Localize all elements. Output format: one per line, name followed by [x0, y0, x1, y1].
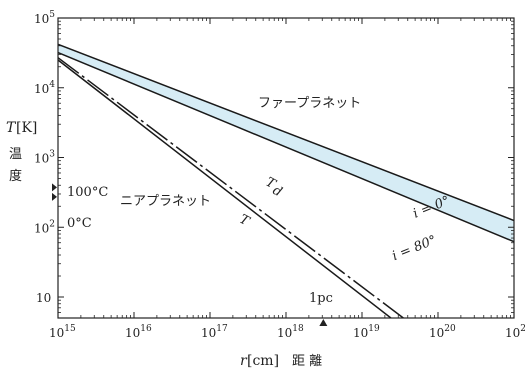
i80-label: i = 80°	[390, 233, 439, 264]
plot-frame	[57, 17, 515, 319]
marker-100c	[52, 183, 57, 192]
x-tick-label: 1018	[277, 324, 304, 340]
pc-label: 1pc	[309, 291, 333, 306]
x-axis-jp: 距 離	[292, 354, 322, 369]
marker-1pc	[319, 319, 328, 326]
series-i0-line	[58, 43, 514, 222]
y-tick-label: 102	[34, 219, 55, 235]
band-fill	[58, 44, 514, 242]
x-axis-label: r [cm] 距 離	[240, 353, 322, 369]
x-axis-unit: [cm]	[247, 353, 279, 369]
x-tick-label: 1017	[201, 324, 228, 340]
y-axis-jp1: 温	[9, 147, 22, 162]
y-axis-label: T [K] 温 度	[6, 120, 37, 184]
x-tick-label: 1020	[429, 324, 456, 340]
y-axis-unit: [K]	[16, 120, 37, 136]
t-label: T	[237, 212, 253, 230]
x-axis-var: r	[240, 353, 248, 369]
y-axis-jp2: 度	[9, 168, 22, 184]
series-lines	[58, 43, 514, 318]
markers	[52, 183, 328, 326]
x-tick-label: 1015	[49, 324, 76, 340]
c100-label: 100°C	[67, 185, 108, 200]
far-planet-label: ファープラネット	[258, 96, 361, 111]
y-tick-label: 10	[36, 291, 51, 305]
c0-label: 0°C	[67, 216, 92, 231]
y-tick-label: 104	[34, 80, 55, 96]
temperature-band	[58, 44, 514, 242]
y-tick-label: 105	[34, 10, 55, 26]
td-label: T d	[263, 175, 284, 200]
series-t-line	[58, 59, 392, 318]
tick-marks	[57, 17, 515, 319]
series-td-line	[58, 57, 404, 318]
x-tick-label: 1016	[125, 324, 152, 340]
marker-0c	[52, 192, 57, 201]
series-i80-line	[58, 51, 514, 243]
x-tick-label: 1019	[353, 324, 380, 340]
y-tick-label: 103	[34, 150, 55, 166]
near-planet-label: ニアプラネット	[120, 194, 211, 209]
y-axis-var: T	[6, 120, 17, 136]
